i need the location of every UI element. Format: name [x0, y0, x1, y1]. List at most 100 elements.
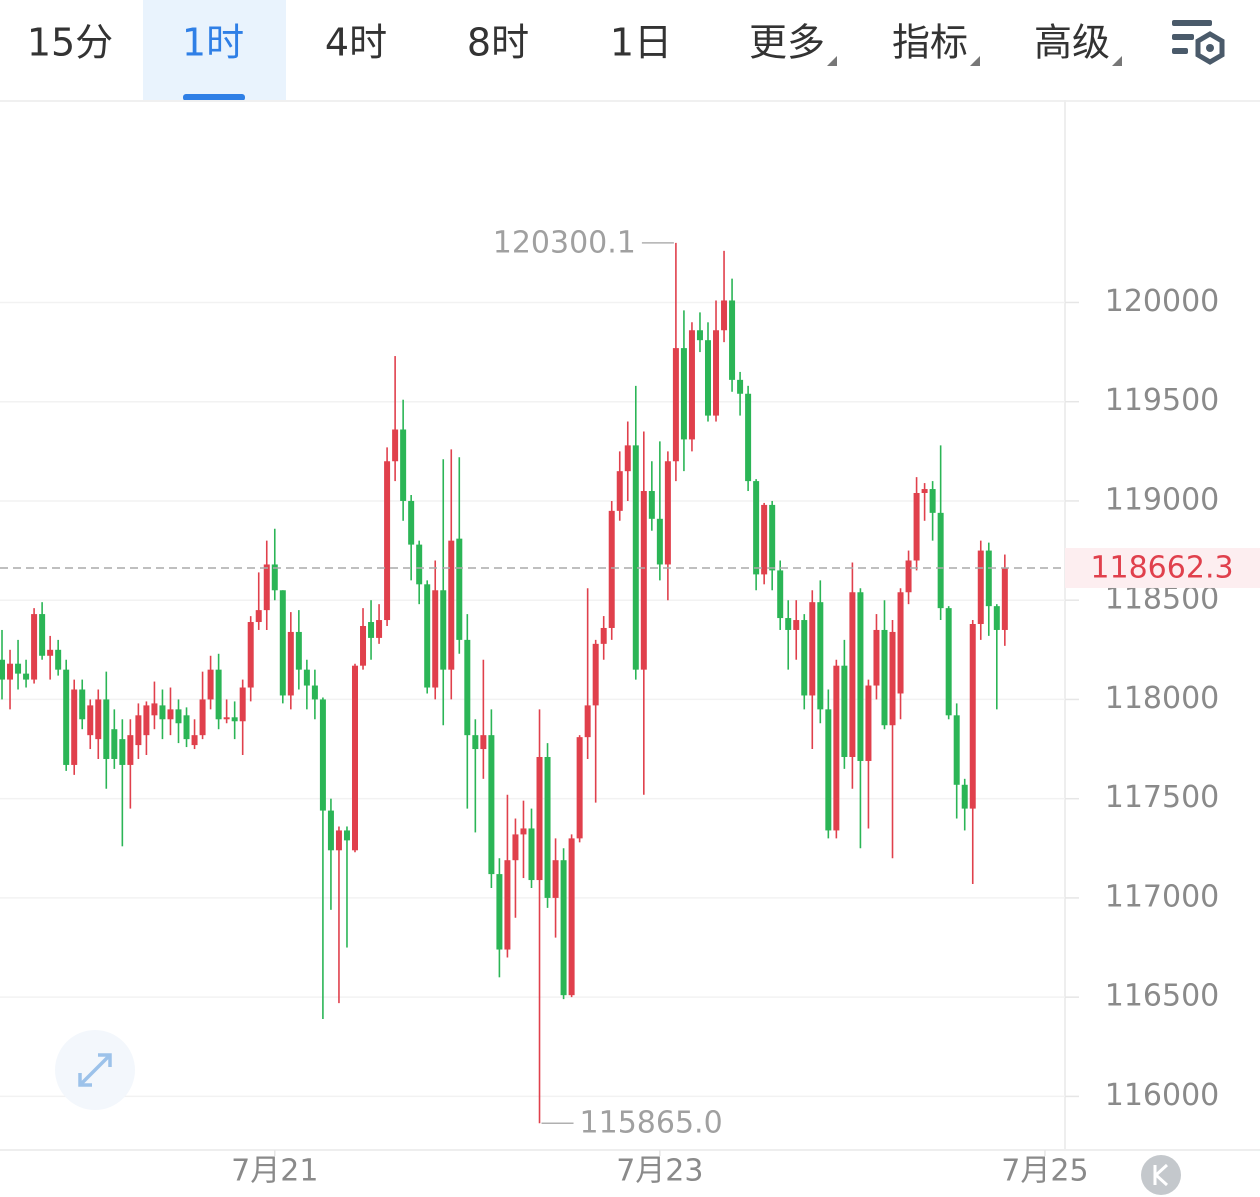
candle-body [360, 625, 367, 666]
candle-body [151, 703, 158, 716]
candle-body [584, 705, 591, 738]
candle-body [905, 560, 912, 593]
candle-body [865, 685, 872, 761]
candle-body [504, 860, 511, 950]
candle-body [632, 445, 639, 670]
candle-body [737, 379, 744, 394]
candle-body [295, 631, 302, 670]
tab[interactable]: 8时 [467, 21, 529, 65]
y-tick-label: 116500 [1105, 979, 1220, 1014]
candle-body [376, 620, 383, 638]
candle-body [231, 717, 238, 722]
tab-underline [183, 94, 245, 101]
candle-body [889, 631, 896, 726]
candle-body [977, 550, 984, 625]
candle-body [873, 629, 880, 686]
candle-body [263, 564, 270, 611]
icon-dot [1206, 44, 1214, 52]
candle-body [15, 663, 22, 674]
candle-body [801, 620, 808, 696]
candle-body [23, 673, 30, 680]
icon-bar [1172, 48, 1188, 54]
candle-body [648, 491, 655, 519]
settings-icon[interactable] [1172, 20, 1225, 65]
candle-body [520, 828, 527, 835]
candle-body [512, 834, 519, 861]
candle-body [384, 461, 391, 621]
candle-body [119, 739, 126, 765]
candle-body [159, 705, 166, 720]
tab[interactable]: 1时 [143, 0, 286, 101]
candle-body [223, 717, 230, 720]
candle-body [440, 590, 447, 670]
candle-body [560, 860, 567, 996]
candle-body [1001, 567, 1008, 630]
extreme-label: 120300.1 [493, 225, 636, 260]
candle-body [544, 756, 551, 898]
tab[interactable]: 15分 [27, 21, 113, 65]
candle-body [576, 737, 583, 839]
tab-label: 更多 [749, 21, 825, 65]
candle-body [55, 649, 62, 670]
candle-body [833, 665, 840, 831]
tab[interactable]: 指标 [892, 21, 980, 67]
candle-body [255, 610, 262, 623]
candle-body [408, 500, 415, 545]
dropdown-caret [1112, 56, 1122, 66]
candle-body [961, 784, 968, 809]
candle-body [135, 715, 142, 746]
tab[interactable]: 高级 [1034, 21, 1122, 67]
candle-body [79, 689, 86, 720]
x-tick-label: 7月21 [231, 1154, 318, 1189]
candle-body [600, 627, 607, 644]
candle-body [95, 699, 102, 740]
y-tick-label: 119000 [1105, 482, 1220, 517]
tab[interactable]: 更多 [749, 21, 837, 67]
tab-label: 15分 [27, 21, 113, 65]
candle-body [215, 669, 222, 720]
candle-body [183, 715, 190, 740]
candle-body [568, 838, 575, 996]
icon-bar [1172, 20, 1212, 26]
candle-body [552, 860, 559, 898]
dropdown-caret [827, 56, 837, 66]
candle-body [993, 606, 1000, 630]
expand-button[interactable] [55, 1030, 135, 1110]
tab-label: 指标 [892, 21, 968, 65]
y-tick-label: 117000 [1105, 879, 1220, 914]
candle-body [0, 659, 6, 680]
candle-body [985, 550, 992, 607]
last-price-label: 118662.3 [1090, 550, 1233, 585]
candle-body [7, 663, 14, 680]
tab[interactable]: 4时 [325, 21, 387, 65]
extreme-label: 115865.0 [580, 1106, 723, 1141]
candle-body [592, 643, 599, 706]
k-letter [1153, 1163, 1169, 1187]
tab[interactable]: 1日 [610, 21, 672, 65]
candle-body [857, 592, 864, 761]
candle-body [937, 512, 944, 609]
candle-body [319, 699, 326, 811]
candle-body [640, 491, 647, 670]
candle-body [704, 340, 711, 416]
k-bg [1141, 1155, 1181, 1195]
candle-body [368, 622, 375, 638]
tab-bar: 15分 1时 4时 8时 1日 更多 指标 高级 [27, 0, 1122, 101]
candle-body [456, 538, 463, 640]
candle-body [327, 810, 334, 851]
tab-label: 1日 [610, 21, 672, 65]
expand-arrow [78, 1053, 112, 1087]
candle-body [841, 665, 848, 757]
candle-body [111, 729, 118, 759]
candle-body [753, 481, 760, 575]
candle-body [424, 584, 431, 688]
y-tick-label: 119500 [1105, 383, 1220, 418]
candle-body [929, 489, 936, 513]
candle-body [696, 330, 703, 341]
candle-body [271, 564, 278, 591]
k-button[interactable] [1141, 1155, 1181, 1195]
candle-body [664, 461, 671, 565]
candle-body [817, 602, 824, 710]
